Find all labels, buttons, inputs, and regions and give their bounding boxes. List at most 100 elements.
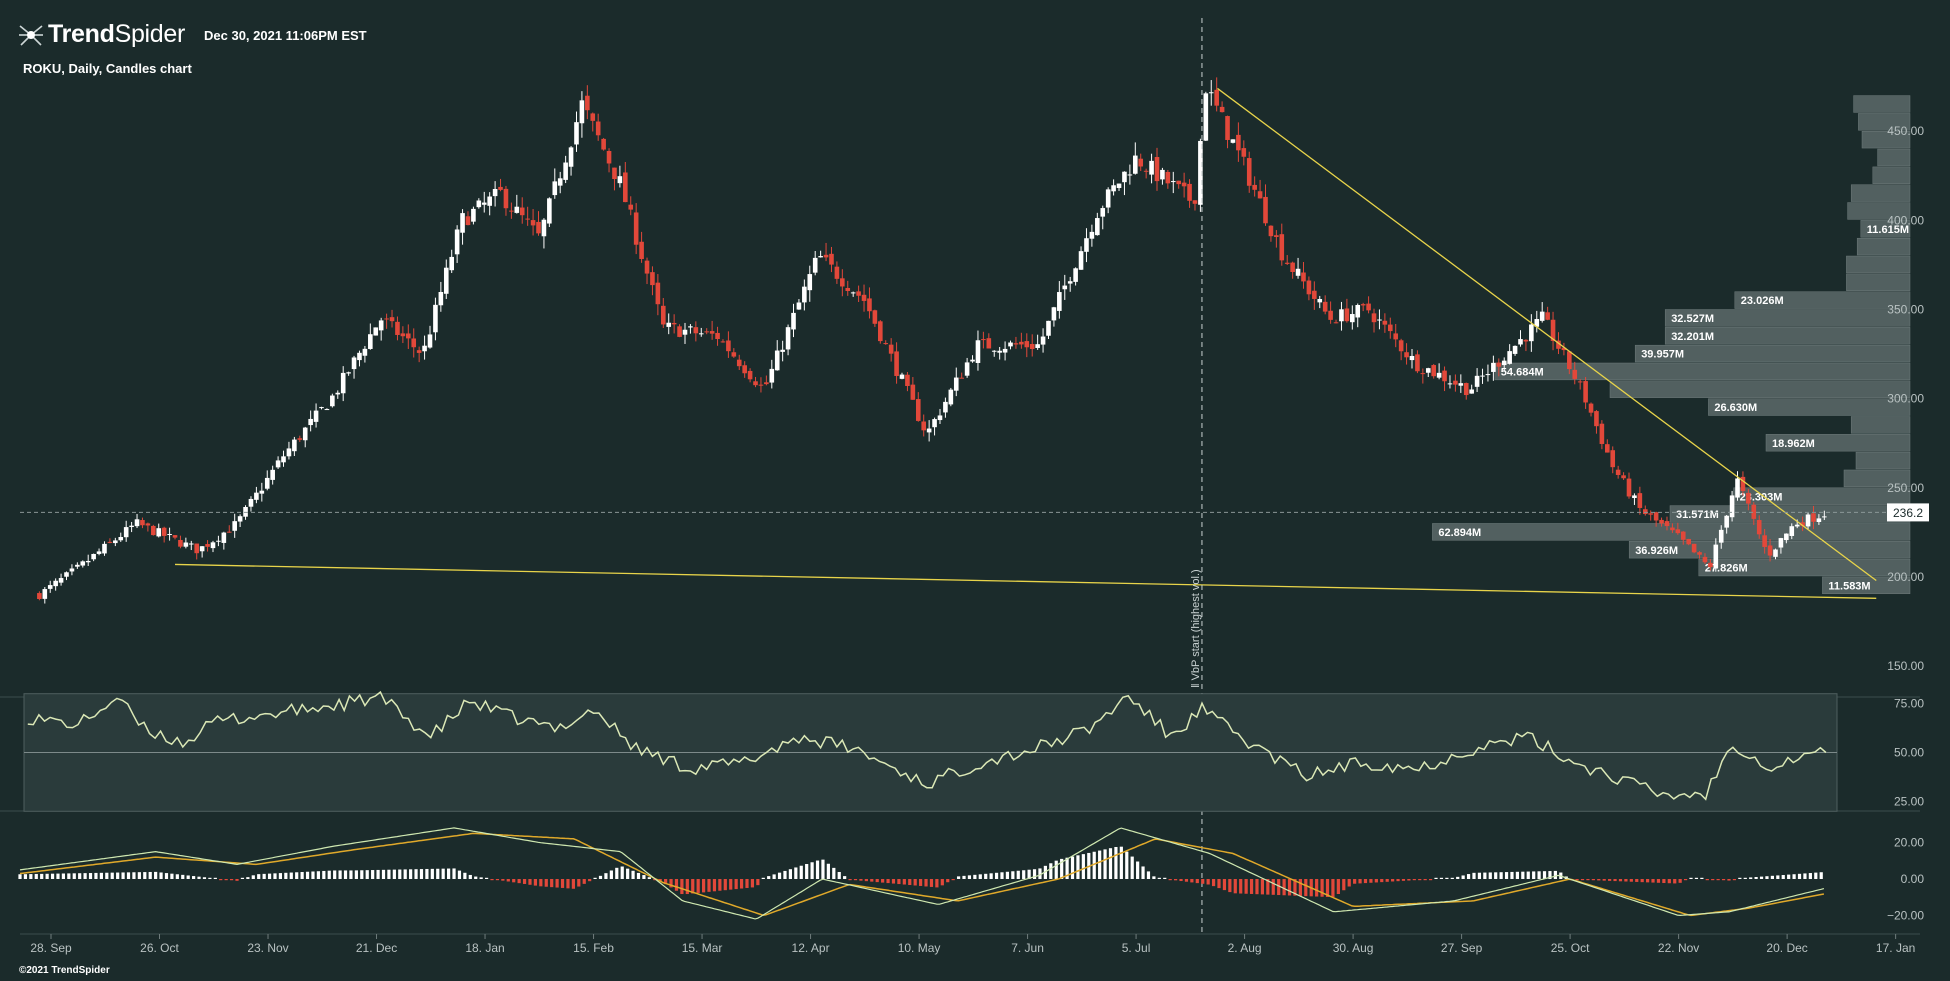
candle: [1013, 336, 1019, 349]
candle-body: [69, 568, 75, 572]
macd-histogram-bar: [1331, 879, 1335, 898]
candle-body: [1713, 544, 1719, 569]
candle: [1480, 368, 1485, 384]
candle-body: [1767, 545, 1773, 556]
macd-tick-label: 0.00: [1901, 872, 1925, 886]
macd-histogram-bar: [1244, 879, 1248, 894]
candle: [1496, 358, 1502, 377]
candle: [1279, 223, 1285, 266]
candle: [688, 324, 693, 334]
candle-body: [660, 305, 666, 325]
candle: [1241, 140, 1247, 166]
candle-body: [1149, 160, 1154, 175]
vbp-bar: [1847, 202, 1911, 220]
macd-histogram-bar: [322, 870, 326, 879]
candle: [1610, 446, 1616, 474]
candle: [845, 280, 851, 296]
candle-body: [623, 172, 628, 203]
x-tick-label: 2. Aug: [1228, 941, 1262, 955]
macd-histogram-bar: [636, 872, 641, 879]
candle: [96, 548, 102, 556]
candle: [1718, 525, 1724, 549]
candle-body: [1073, 268, 1078, 282]
candle-body: [959, 377, 964, 379]
candle-body: [1105, 189, 1111, 208]
x-tick-label: 27. Sep: [1441, 941, 1483, 955]
candle: [1686, 538, 1691, 546]
macd-histogram-bar: [1618, 879, 1623, 882]
candle-body: [1366, 303, 1371, 311]
macd-histogram-bar: [929, 879, 934, 887]
macd-histogram-bar: [1700, 877, 1704, 879]
macd-histogram-bar: [1293, 879, 1297, 896]
macd-histogram-bar: [1743, 877, 1747, 879]
macd-histogram-bar: [1803, 873, 1807, 879]
macd-histogram-bar: [300, 872, 304, 879]
candle-body: [188, 543, 194, 545]
candle: [1632, 493, 1637, 505]
candle-body: [476, 200, 482, 208]
candle: [292, 436, 297, 457]
macd-histogram-bar: [83, 873, 87, 879]
macd-histogram-bar: [262, 873, 266, 879]
candle-body: [595, 121, 601, 136]
candle: [465, 211, 471, 226]
candle-body: [861, 294, 867, 301]
macd-histogram-bar: [1749, 877, 1753, 879]
candle-body: [796, 302, 802, 310]
candle: [416, 346, 422, 363]
candle-body: [1458, 383, 1464, 386]
macd-histogram-bar: [1640, 879, 1644, 883]
macd-histogram-bar: [1249, 879, 1254, 894]
macd-histogram-bar: [1347, 879, 1351, 887]
candle-body: [1328, 310, 1333, 320]
candle-body: [574, 122, 579, 145]
candle: [1062, 274, 1068, 300]
macd-histogram-bar: [843, 876, 847, 879]
macd-histogram-bar: [653, 879, 657, 881]
candle-body: [1529, 324, 1534, 342]
candle: [471, 206, 476, 225]
candle: [151, 524, 156, 536]
candle-body: [1203, 93, 1209, 141]
candle: [981, 331, 986, 349]
macd-histogram-bar: [837, 871, 841, 879]
candle: [264, 470, 270, 491]
candle-body: [172, 535, 178, 538]
vbp-label: 32.527M: [1671, 313, 1714, 325]
candle-body: [411, 338, 417, 348]
macd-histogram-bar: [588, 879, 592, 882]
macd-histogram-bar: [1103, 849, 1107, 879]
candle-body: [1691, 543, 1697, 553]
candle: [1550, 311, 1556, 351]
candle: [1127, 164, 1133, 185]
candle: [606, 148, 612, 173]
macd-histogram-bar: [441, 868, 445, 879]
vbp-rect: [1846, 255, 1911, 274]
candle-body: [1729, 495, 1735, 518]
candle: [330, 393, 335, 408]
macd-histogram-bar: [750, 879, 755, 888]
candle-body: [650, 272, 655, 286]
candle-body: [1415, 354, 1420, 372]
candle-body: [264, 477, 270, 489]
candle: [1073, 267, 1078, 286]
macd-histogram-bar: [1157, 877, 1161, 879]
vbp-bar: [1855, 451, 1911, 470]
candle-body: [644, 260, 650, 274]
macd-histogram-bar: [1597, 879, 1601, 881]
macd-histogram-bar: [409, 869, 413, 879]
macd-histogram-bar: [1515, 871, 1519, 879]
macd-histogram-bar: [1325, 879, 1330, 897]
candle-body: [883, 343, 889, 345]
candle-body: [64, 572, 69, 577]
vbp-rect: [1850, 416, 1911, 434]
candle-body: [1219, 106, 1225, 113]
candle: [693, 321, 699, 342]
macd-histogram-bar: [604, 873, 608, 879]
macd-histogram-bar: [989, 873, 993, 879]
candle-body: [845, 287, 851, 291]
candle: [178, 535, 183, 549]
candle: [856, 285, 861, 302]
